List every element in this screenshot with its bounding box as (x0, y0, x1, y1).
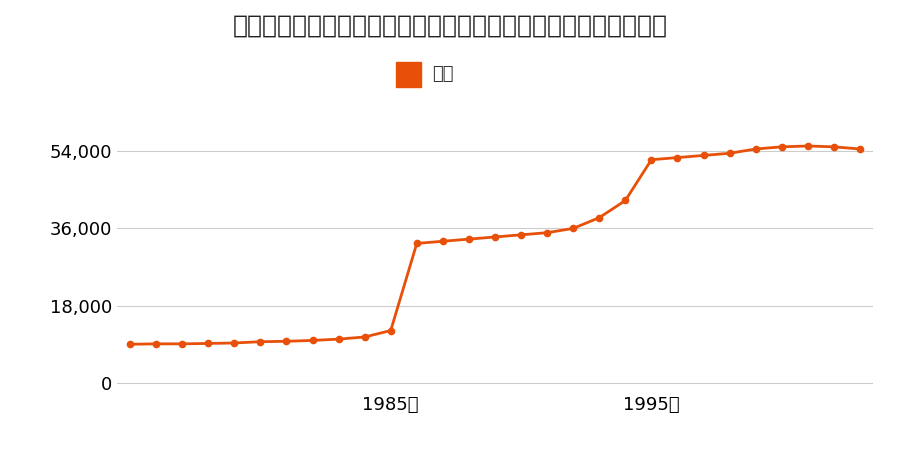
Text: 愛媛県周桑郡小松町大字妙口字北都谷甲１５７８番２の地価推移: 愛媛県周桑郡小松町大字妙口字北都谷甲１５７８番２の地価推移 (232, 14, 668, 37)
Text: 価格: 価格 (432, 65, 454, 83)
